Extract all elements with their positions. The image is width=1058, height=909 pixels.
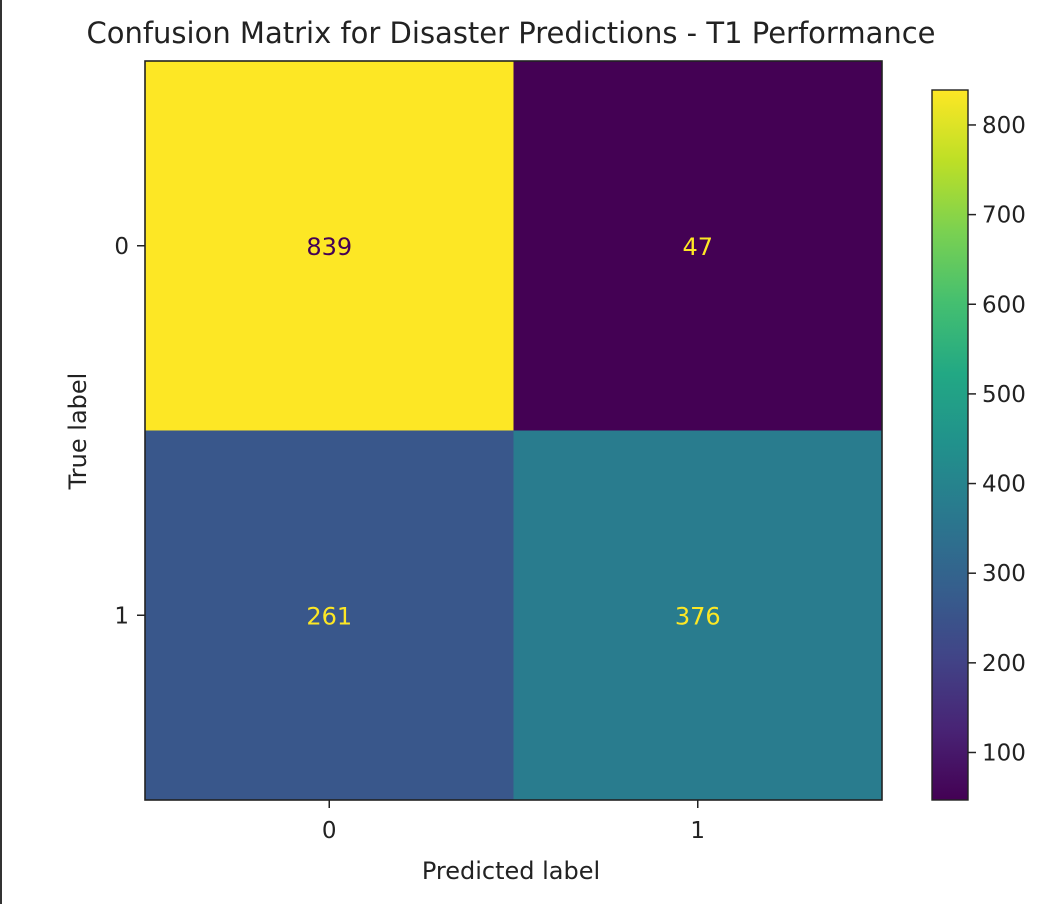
colorbar-tick-label-6: 700 [982, 203, 1026, 229]
y-axis-label: True label [64, 373, 92, 491]
y-tick-label-0: 0 [114, 234, 129, 260]
heatmap-cell-0-0 [145, 61, 514, 431]
colorbar-tick-label-1: 200 [982, 651, 1026, 677]
cell-value-1-1: 376 [675, 602, 721, 630]
chart-title: Confusion Matrix for Disaster Prediction… [86, 16, 935, 50]
heatmap-cell-1-1 [513, 430, 883, 801]
colorbar-tick-label-2: 300 [982, 561, 1026, 587]
cell-value-0-1: 47 [682, 233, 713, 261]
heatmap-cells [145, 61, 883, 801]
y-axis-ticks: 01 [114, 234, 145, 629]
colorbar [932, 90, 968, 800]
y-tick-label-1: 1 [114, 603, 129, 629]
colorbar-tick-label-4: 500 [982, 382, 1026, 408]
colorbar-frame [931, 89, 969, 801]
x-axis-label: Predicted label [422, 857, 600, 885]
x-tick-label-1: 1 [690, 818, 705, 844]
colorbar-tick-label-3: 400 [982, 472, 1026, 498]
colorbar-tick-label-5: 600 [982, 292, 1026, 318]
x-tick-label-0: 0 [322, 818, 337, 844]
cell-value-1-0: 261 [306, 602, 352, 630]
colorbar-ticks: 100 200 300 400 500 600 700 800 [968, 113, 1026, 766]
heatmap-cell-0-1 [513, 61, 883, 431]
heatmap-cell-1-0 [145, 430, 514, 801]
cell-value-labels: 839 47 261 376 [306, 233, 720, 631]
cell-value-0-0: 839 [306, 233, 352, 261]
colorbar-tick-label-0: 100 [982, 740, 1026, 766]
plot-frame [144, 60, 883, 801]
colorbar-tick-label-7: 800 [982, 113, 1026, 139]
